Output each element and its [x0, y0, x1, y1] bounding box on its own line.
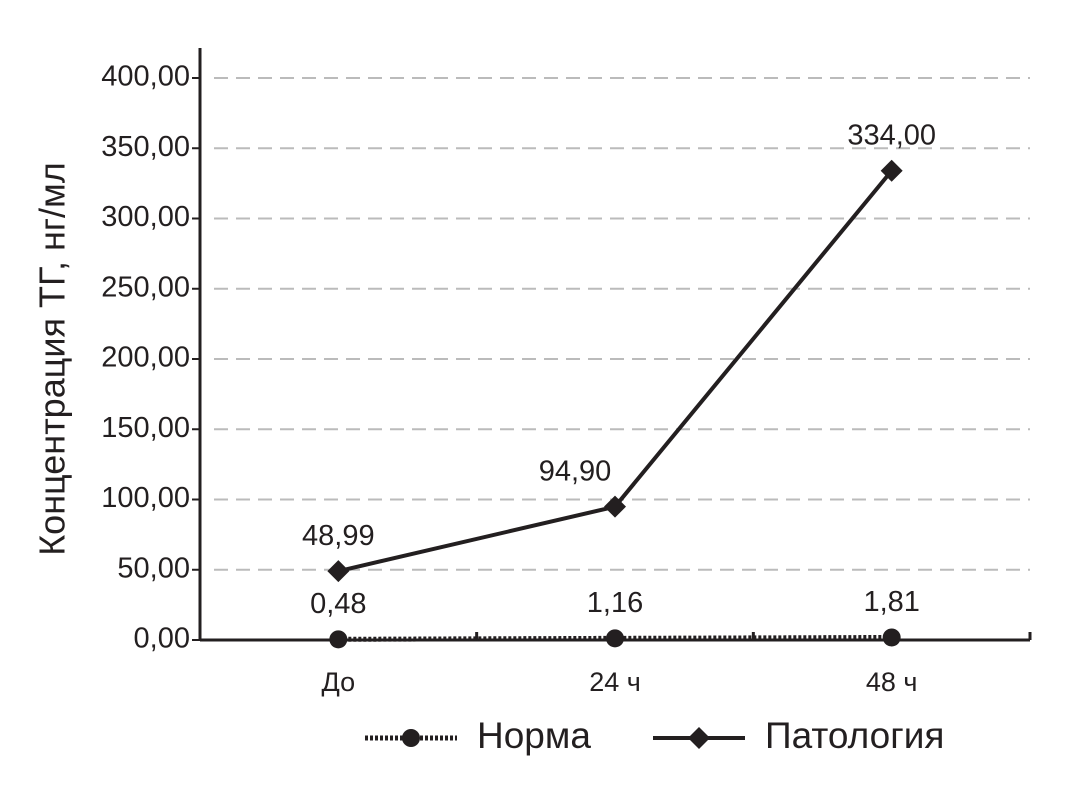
point — [329, 630, 348, 649]
x-tick-label: До — [322, 667, 356, 697]
y-tick-label: 50,00 — [117, 552, 190, 584]
y-tick-label: 150,00 — [101, 412, 190, 444]
data-label: 48,99 — [302, 520, 375, 552]
y-tick-label: 400,00 — [101, 61, 190, 93]
legend-label: Норма — [477, 715, 591, 756]
y-tick-label: 100,00 — [101, 482, 190, 514]
y-axis-title: Концентрация ТГ, нг/мл — [32, 162, 73, 556]
y-tick-label: 250,00 — [101, 271, 190, 303]
point — [604, 495, 626, 518]
point — [606, 629, 624, 648]
data-label: 94,90 — [539, 455, 612, 487]
data-label: 0,48 — [310, 588, 366, 620]
point — [327, 560, 350, 583]
legend-marker — [402, 729, 420, 747]
point — [882, 628, 901, 647]
x-tick-label: 24 ч — [589, 667, 641, 697]
legend-marker — [688, 727, 710, 749]
y-tick-label: 300,00 — [101, 201, 190, 233]
y-tick-label: 200,00 — [101, 342, 190, 374]
data-label: 1,81 — [863, 586, 919, 618]
legend-label: Патология — [765, 715, 944, 756]
x-tick-label: 48 ч — [866, 667, 918, 697]
y-tick-label: 350,00 — [101, 131, 190, 163]
data-label: 334,00 — [847, 119, 936, 151]
y-tick-label: 0,00 — [134, 623, 190, 655]
data-label: 1,16 — [587, 587, 643, 619]
point — [880, 159, 903, 182]
